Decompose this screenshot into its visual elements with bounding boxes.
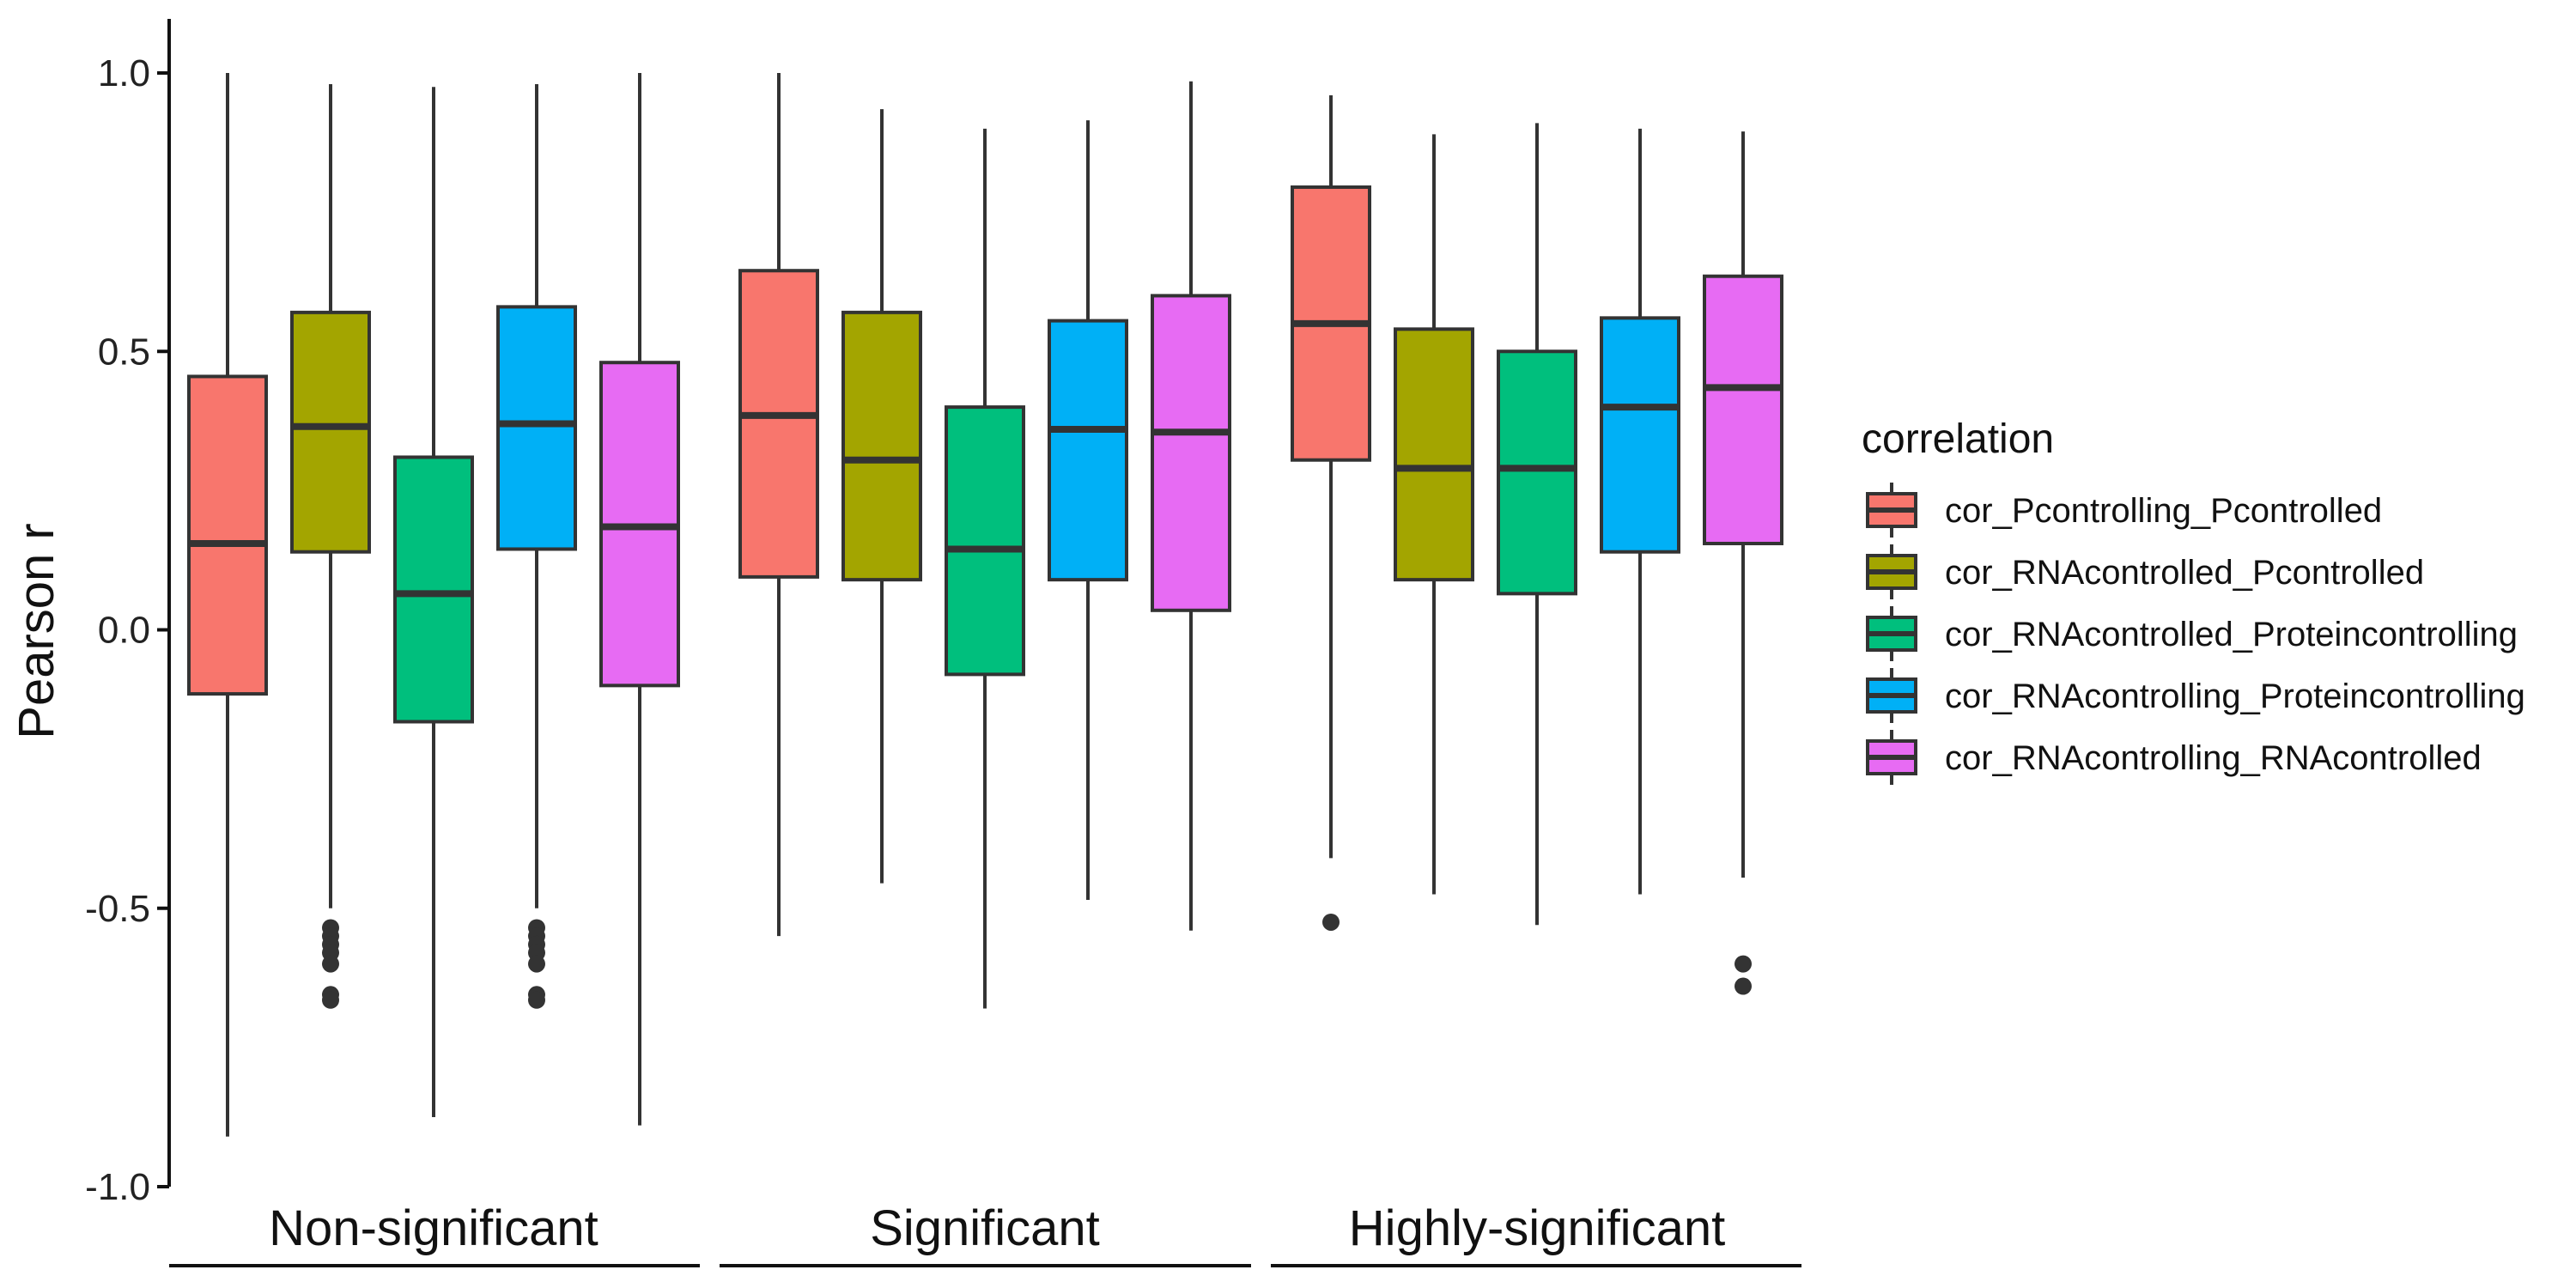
box-iqr (1703, 274, 1783, 545)
legend-item: cor_RNAcontrolled_Proteincontrolling (1866, 606, 2518, 661)
box-iqr (496, 305, 577, 551)
box-cor_RNAcontrolling_Proteincontrolling-Highly-significant (1600, 128, 1680, 895)
box-series (187, 73, 1783, 1137)
outlier-point (1322, 913, 1340, 931)
series-cor_RNAcontrolling_Proteincontrolling (496, 83, 1680, 1009)
legend-item: cor_RNAcontrolling_RNAcontrolled (1866, 730, 2482, 785)
box-iqr (738, 269, 819, 579)
outlier-point (528, 991, 545, 1009)
outlier-point (322, 955, 339, 973)
x-group-label: Highly-significant (1349, 1200, 1725, 1256)
box-cor_RNAcontrolled_Pcontrolled-Significant (841, 109, 922, 884)
box-cor_RNAcontrolled_Proteincontrolling-Highly-significant (1497, 123, 1577, 926)
box-cor_RNAcontrolling_RNAcontrolled-Significant (1151, 81, 1231, 931)
box-iqr (841, 310, 922, 582)
y-tick-label: -0.5 (85, 888, 150, 930)
x-axis-groups: Non-significant Significant Highly-signifi… (169, 1200, 1801, 1267)
y-tick-label: -1.0 (85, 1166, 150, 1208)
box-iqr (290, 310, 371, 554)
y-axis-title: Pearson r (9, 523, 64, 738)
series-cor_RNAcontrolled_Pcontrolled (290, 83, 1474, 1009)
box-cor_RNAcontrolled_Pcontrolled-Non-significant (290, 83, 371, 1009)
y-tick-label: 0.5 (98, 331, 150, 373)
box-cor_Pcontrolling_Pcontrolled-Significant (738, 73, 819, 937)
y-tick-label: 0.0 (98, 610, 150, 652)
y-axis-title-group: Pearson r (9, 523, 64, 738)
box-iqr (1394, 327, 1474, 582)
outlier-point (1735, 977, 1752, 995)
box-cor_RNAcontrolled_Proteincontrolling-Significant (945, 128, 1025, 1009)
box-cor_RNAcontrolling_RNAcontrolled-Highly-significant (1703, 131, 1783, 995)
box-cor_RNAcontrolled_Proteincontrolling-Non-significant (393, 87, 474, 1117)
legend-item: cor_Pcontrolling_Pcontrolled (1866, 483, 2382, 538)
box-cor_RNAcontrolling_Proteincontrolling-Significant (1048, 120, 1128, 901)
outlier-point (1735, 955, 1752, 973)
legend-label: cor_Pcontrolling_Pcontrolled (1945, 492, 2382, 530)
box-cor_RNAcontrolled_Pcontrolled-Highly-significant (1394, 134, 1474, 895)
box-cor_RNAcontrolling_Proteincontrolling-Non-significant (496, 83, 577, 1009)
legend-item: cor_RNAcontrolled_Pcontrolled (1866, 544, 2424, 599)
box-iqr (1600, 316, 1680, 554)
legend: correlation cor_Pcontrolling_Pcontrolled… (1862, 416, 2525, 785)
x-group-label: Non-significant (269, 1200, 598, 1256)
box-iqr (187, 374, 268, 696)
legend-label: cor_RNAcontrolled_Pcontrolled (1945, 554, 2424, 592)
box-cor_RNAcontrolling_RNAcontrolled-Non-significant (599, 73, 680, 1126)
box-iqr (393, 455, 474, 724)
box-cor_Pcontrolling_Pcontrolled-Highly-significant (1291, 94, 1371, 931)
series-cor_RNAcontrolling_RNAcontrolled (599, 73, 1783, 1126)
legend-label: cor_RNAcontrolling_Proteincontrolling (1945, 677, 2525, 715)
y-tick-label: 1.0 (98, 52, 150, 94)
box-cor_Pcontrolling_Pcontrolled-Non-significant (187, 73, 268, 1137)
outlier-point (322, 991, 339, 1009)
y-axis: -1.0 -0.5 0.0 0.5 1.0 (85, 19, 171, 1208)
box-iqr (1151, 294, 1231, 612)
series-cor_Pcontrolling_Pcontrolled (187, 73, 1371, 1137)
series-cor_RNAcontrolled_Proteincontrolling (393, 87, 1577, 1117)
box-iqr (1048, 319, 1128, 582)
legend-label: cor_RNAcontrolling_RNAcontrolled (1945, 739, 2482, 777)
legend-label: cor_RNAcontrolled_Proteincontrolling (1945, 616, 2518, 653)
x-group-label: Significant (870, 1200, 1100, 1256)
box-iqr (945, 405, 1025, 677)
legend-item: cor_RNAcontrolling_Proteincontrolling (1866, 668, 2525, 723)
legend-items: cor_Pcontrolling_Pcontrolled cor_RNAcontr… (1866, 483, 2525, 785)
outlier-point (528, 955, 545, 973)
legend-title: correlation (1862, 416, 2054, 462)
box-iqr (1497, 349, 1577, 596)
